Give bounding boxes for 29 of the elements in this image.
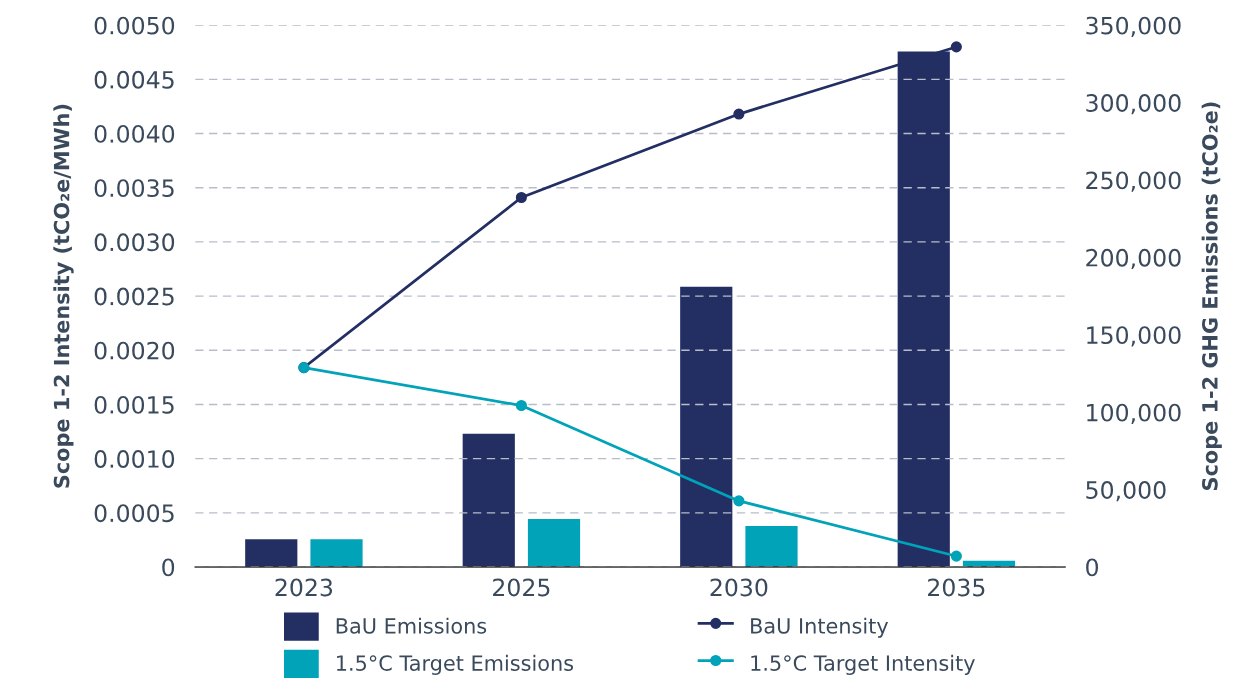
x-tick-label: 2023 [275,578,333,597]
y-tick-label: 0.0040 [94,125,175,143]
y2-tick-label: 200,000 [1086,248,1181,270]
y2-tick-label: 100,000 [1087,403,1181,424]
y-tick-label: 0.0030 [94,233,175,252]
y-axis-title: Scope 1-2 Intensity (tCO₂e/MWh) [53,104,74,488]
x-tick-label: 2035 [928,578,985,597]
y-tick-label: 0.0020 [94,341,175,360]
x-tick-label: 2030 [710,578,768,597]
y2-tick-label: 150,000 [1087,326,1181,347]
y2-tick-label: 0 [1086,558,1099,577]
y-tick-label: 0.0045 [94,70,174,89]
x-tick-label: 2025 [493,578,550,597]
y-tick-label: 0.0015 [94,395,174,414]
y-tick-label: 0.0005 [94,504,174,523]
y-tick-label: 0.0035 [94,179,174,198]
legend-label: 1.5°C Target Intensity [751,654,975,675]
legend-label: BaU Emissions [336,617,487,634]
y-tick-label: 0 [162,558,175,577]
y2-tick-label: 250,000 [1086,171,1181,192]
y2-tick-label: 50,000 [1086,481,1166,502]
legend-label: 1.5°C Target Emissions [337,654,574,675]
y-tick-label: 0.0010 [94,450,175,468]
y-tick-label: 0.0025 [94,287,174,306]
y-tick-label: 0.0050 [94,16,175,35]
legend-label: BaU Intensity [751,617,889,638]
y2-tick-label: 350,000 [1086,16,1181,37]
y2-tick-label: 300,000 [1086,94,1181,115]
y2-axis-title: Scope 1-2 GHG Emissions (tCO₂e) [1201,102,1222,491]
